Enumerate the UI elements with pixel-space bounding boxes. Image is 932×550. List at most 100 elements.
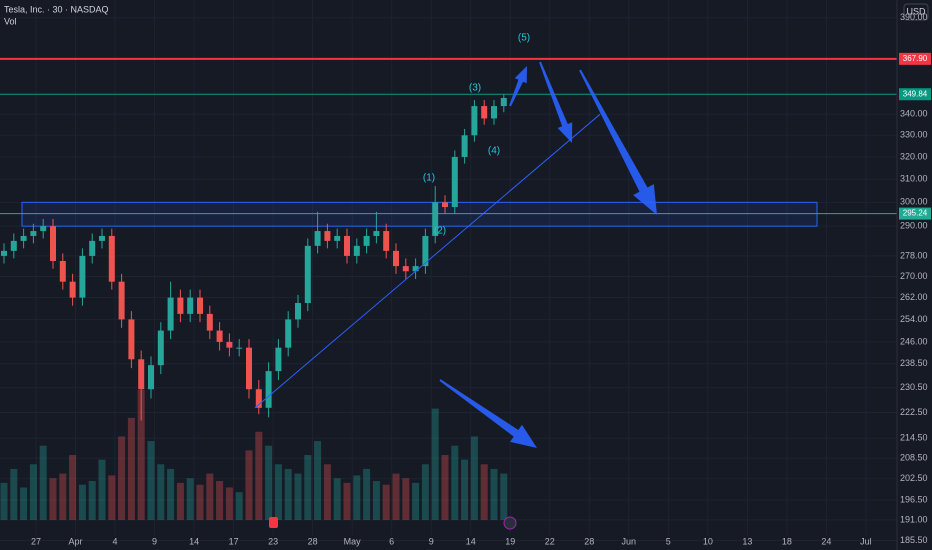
volume-bar	[480, 464, 488, 520]
y-tick-label: 222.50	[900, 407, 928, 417]
price-level-tag	[899, 207, 931, 220]
candle-body	[471, 106, 478, 136]
trendline	[254, 113, 601, 409]
candle-body	[177, 297, 184, 314]
candle-body	[226, 341, 233, 348]
volume-bar	[29, 464, 37, 520]
x-tick-label: 23	[268, 536, 278, 546]
y-tick-label: 191.00	[900, 514, 928, 524]
volume-bar	[59, 473, 67, 520]
x-tick-label: 28	[584, 536, 594, 546]
volume-bar	[343, 482, 351, 520]
volume-bar	[402, 478, 410, 520]
candle-body	[40, 226, 47, 232]
candle-body	[451, 156, 458, 208]
candle-body	[275, 347, 282, 372]
volume-bar	[490, 468, 498, 520]
volume-bar	[274, 464, 282, 520]
candle-body	[255, 389, 262, 408]
volume-bar	[284, 468, 292, 520]
y-tick-label: 230.50	[900, 382, 928, 392]
y-tick-label: 208.50	[900, 453, 928, 463]
y-tick-label: 340.00	[900, 109, 928, 119]
volume-bar	[431, 408, 439, 520]
candle-body	[432, 202, 439, 236]
candle-body	[128, 319, 135, 360]
candle-body	[334, 235, 341, 241]
volume-bar	[500, 473, 508, 520]
candle-body	[148, 365, 154, 390]
candle-body	[422, 235, 429, 267]
volume-bar	[421, 464, 429, 520]
candle-body	[236, 347, 243, 349]
volume-label: Vol	[4, 16, 17, 26]
volume-bar	[118, 436, 126, 520]
volume-bar	[20, 487, 28, 520]
volume-bar	[69, 455, 77, 520]
candle-body	[167, 297, 174, 331]
volume-bar	[235, 492, 243, 520]
y-tick-label: 214.50	[900, 433, 928, 443]
x-tick-label: Jul	[860, 536, 872, 546]
volume-bar	[147, 441, 155, 520]
price-level-tag	[899, 88, 931, 101]
y-tick-label: 185.50	[900, 535, 928, 545]
x-tick-label: 28	[308, 536, 318, 546]
y-tick-label: 290.00	[900, 221, 928, 231]
volume-bar	[412, 482, 420, 520]
y-tick-label: 310.00	[900, 174, 928, 184]
wave-label: (4)	[488, 146, 500, 157]
zone	[21, 201, 818, 227]
volume-bar	[108, 475, 116, 520]
price-level-label: 349.84	[903, 89, 928, 98]
y-tick-label: 246.00	[900, 336, 928, 346]
y-tick-label: 300.00	[900, 197, 928, 207]
y-tick-label: 262.00	[900, 292, 928, 302]
wave-label: (5)	[518, 33, 530, 44]
currency-button[interactable]	[903, 3, 929, 21]
candle-body	[50, 226, 56, 261]
candle-body	[383, 231, 390, 251]
chart-title: Tesla, Inc. · 30 · NASDAQ	[4, 4, 109, 14]
volume-bar	[216, 481, 224, 520]
event-marker[interactable]	[503, 516, 517, 530]
volume-bar	[157, 464, 165, 520]
x-tick-label: 24	[821, 536, 831, 546]
arrow	[539, 61, 573, 144]
candle-body	[461, 135, 468, 157]
price-level-label: 367.90	[903, 54, 928, 63]
candle-body	[138, 359, 145, 390]
candle-body	[157, 330, 164, 366]
volume-bar	[255, 431, 263, 520]
volume-bar	[167, 468, 175, 520]
y-tick-label: 330.00	[900, 130, 928, 140]
x-tick-label: 5	[666, 536, 671, 546]
candle-body	[353, 245, 360, 256]
x-tick-label: May	[344, 536, 362, 546]
x-tick-label: 17	[229, 536, 239, 546]
volume-bar	[10, 468, 18, 520]
y-tick-label: 320.00	[900, 151, 928, 161]
candle-body	[216, 330, 223, 342]
volume-bar	[323, 464, 331, 520]
volume-bar	[196, 484, 204, 520]
y-tick-label: 202.50	[900, 473, 928, 483]
x-tick-label: 10	[703, 536, 713, 546]
event-marker[interactable]	[269, 517, 278, 528]
candle-body	[412, 266, 419, 272]
candle-body	[373, 231, 380, 236]
volume-bar	[294, 473, 302, 520]
volume-bar	[186, 478, 194, 520]
volume-bar	[451, 445, 459, 520]
y-tick-label: 270.00	[900, 271, 928, 281]
volume-bar	[137, 390, 145, 520]
volume-bar	[0, 482, 8, 520]
x-tick-label: 4	[113, 536, 118, 546]
currency[interactable]: USD	[906, 6, 926, 16]
volume-bar	[127, 417, 135, 520]
y-tick-label: 278.00	[900, 250, 928, 260]
candle-body	[304, 245, 311, 303]
candle-body	[363, 235, 370, 246]
volume-bar	[206, 473, 214, 520]
